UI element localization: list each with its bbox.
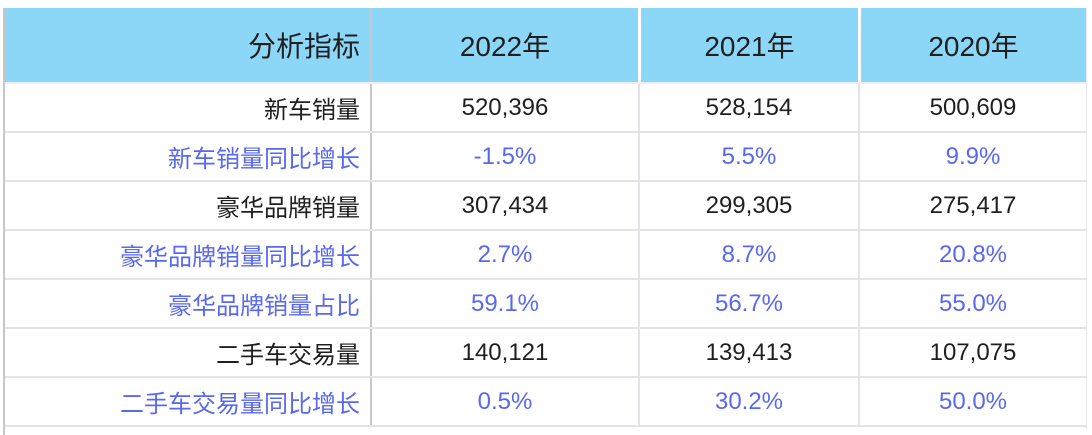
row-value: 20.8%	[858, 231, 1086, 278]
table-row: 豪华品牌销量同比增长 2.7% 8.7% 20.8%	[5, 231, 1086, 280]
table-body: 新车销量 520,396 528,154 500,609 新车销量同比增长 -1…	[5, 84, 1086, 427]
row-value: 0.5%	[370, 378, 638, 425]
row-value: 2.7%	[370, 231, 638, 278]
table-row: 新车销量同比增长 -1.5% 5.5% 9.9%	[5, 133, 1086, 182]
row-value: 56.7%	[638, 280, 858, 327]
row-value: 307,434	[370, 182, 638, 229]
row-label: 新车销量同比增长	[168, 146, 360, 173]
row-value: 9.9%	[858, 133, 1086, 180]
row-value: 107,075	[858, 329, 1086, 376]
row-value: 299,305	[638, 182, 858, 229]
table-row: 二手车交易量 140,121 139,413 107,075	[5, 329, 1086, 378]
row-label: 新车销量	[264, 97, 360, 124]
row-value: 528,154	[638, 84, 858, 131]
row-value: 55.0%	[858, 280, 1086, 327]
row-value: 500,609	[858, 84, 1086, 131]
row-value: 139,413	[638, 329, 858, 376]
header-cell-year-2022: 2022年	[370, 8, 638, 82]
table-header-row: 分析指标 2022年 2021年 2020年	[5, 8, 1086, 84]
row-value: -1.5%	[370, 133, 638, 180]
row-value: 59.1%	[370, 280, 638, 327]
table-row: 二手车交易量同比增长 0.5% 30.2% 50.0%	[5, 378, 1086, 427]
row-label: 二手车交易量	[216, 342, 360, 369]
row-label: 豪华品牌销量占比	[168, 293, 360, 320]
row-value: 5.5%	[638, 133, 858, 180]
data-table: 分析指标 2022年 2021年 2020年 新车销量 520,396 528,…	[5, 8, 1086, 427]
header-cell-year-2020: 2020年	[858, 8, 1086, 82]
row-value: 30.2%	[638, 378, 858, 425]
row-value: 140,121	[370, 329, 638, 376]
header-cell-year-2021: 2021年	[638, 8, 858, 82]
row-value: 275,417	[858, 182, 1086, 229]
table-outer-right-border	[1086, 8, 1087, 429]
row-value: 8.7%	[638, 231, 858, 278]
table-outer-left-border	[3, 8, 5, 435]
row-label: 二手车交易量同比增长	[120, 391, 360, 418]
header-cell-indicator: 分析指标	[247, 31, 360, 62]
row-label: 豪华品牌销量	[216, 195, 360, 222]
row-value: 520,396	[370, 84, 638, 131]
row-label: 豪华品牌销量同比增长	[120, 244, 360, 271]
row-value: 50.0%	[858, 378, 1086, 425]
table-row: 豪华品牌销量 307,434 299,305 275,417	[5, 182, 1086, 231]
table-row: 新车销量 520,396 528,154 500,609	[5, 84, 1086, 133]
table-row: 豪华品牌销量占比 59.1% 56.7% 55.0%	[5, 280, 1086, 329]
